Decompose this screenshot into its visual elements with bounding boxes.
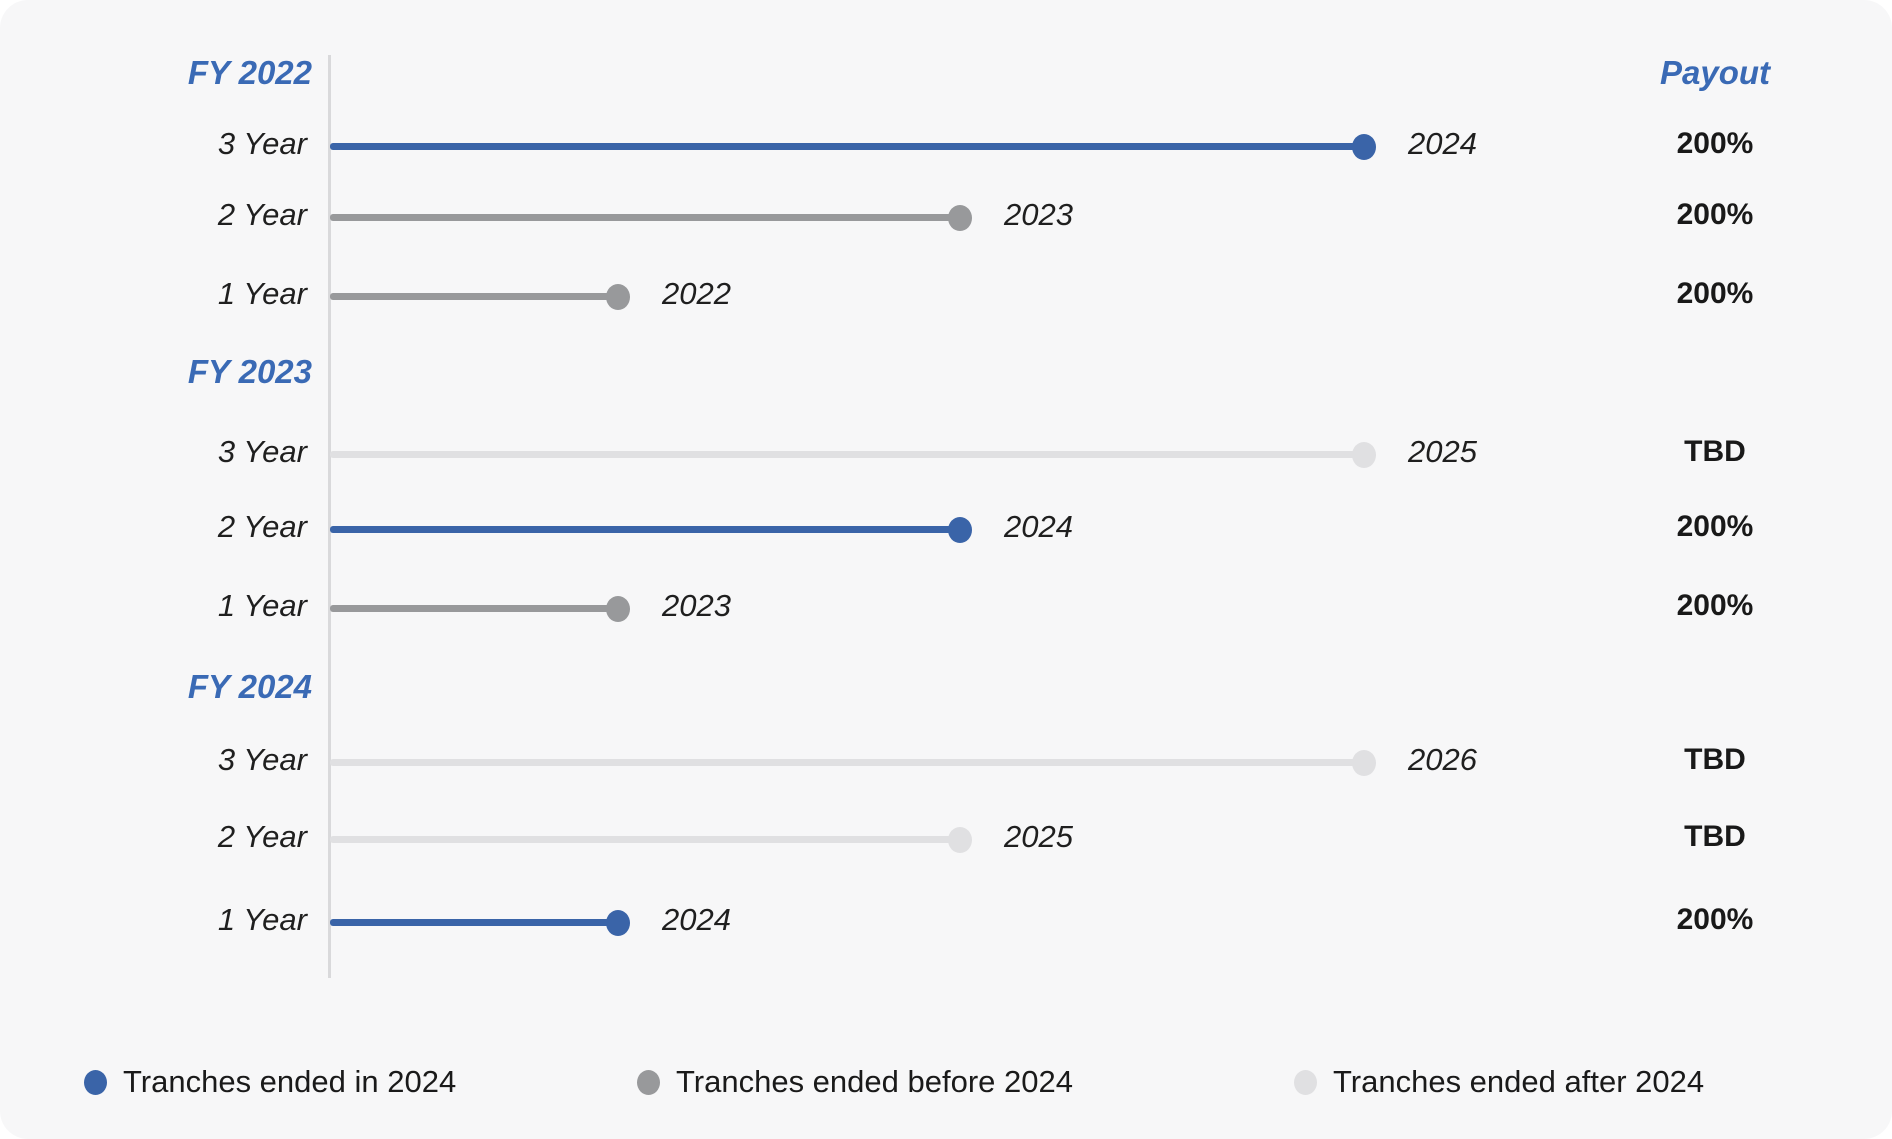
tranche-end-dot [606,596,630,622]
end-year-label: 2024 [1408,126,1477,161]
tranche-line [330,526,960,533]
tranche-line [330,293,618,300]
tranche-end-dot [948,827,972,853]
end-year-label: 2024 [662,902,731,937]
end-year-label: 2023 [662,588,731,623]
legend-label: Tranches ended in 2024 [123,1064,457,1099]
tranche-label: 3 Year [217,434,307,469]
end-year-label: 2024 [1004,509,1073,544]
payout-column-header: Payout [1659,54,1771,91]
tranche-label: 3 Year [217,742,307,777]
tranche-end-dot [948,205,972,231]
payout-value: 200% [1676,127,1754,160]
chart-legend: Tranches ended in 2024 Tranches ended bef… [0,1040,1892,1120]
end-year-label: 2026 [1408,742,1477,777]
tranche-label: 3 Year [217,126,307,161]
group-title-fy-2024: FY 2024 [187,668,312,705]
tranche-line [330,214,960,221]
tranche-label: 1 Year [217,588,307,623]
legend-label: Tranches ended after 2024 [1333,1064,1705,1099]
end-year-label: 2023 [1004,197,1073,232]
end-year-label: 2025 [1408,434,1477,469]
tranche-end-dot [606,910,630,936]
tranche-end-dot [1352,442,1376,468]
end-year-label: 2025 [1004,819,1073,854]
tranche-end-dot [948,517,972,543]
tranche-line [330,605,618,612]
payout-value: 200% [1676,277,1754,310]
payout-value: TBD [1684,820,1746,853]
end-year-label: 2022 [662,276,731,311]
group-title-fy-2022: FY 2022 [187,54,312,91]
tranche-label: 2 Year [217,197,307,232]
payout-value: 200% [1676,510,1754,543]
tranche-end-dot [1352,750,1376,776]
legend-item: Tranches ended after 2024 [1294,1064,1704,1100]
legend-dot-icon [1294,1069,1317,1095]
tranche-end-dot [606,284,630,310]
tranche-line [330,759,1364,766]
legend-item: Tranches ended before 2024 [637,1064,1073,1100]
payout-value: 200% [1676,903,1754,936]
tranche-label: 2 Year [217,819,307,854]
payout-value: TBD [1684,743,1746,776]
group-title-fy-2023: FY 2023 [187,353,312,390]
legend-label: Tranches ended before 2024 [676,1064,1073,1099]
payout-value: 200% [1676,198,1754,231]
payout-value: 200% [1676,589,1754,622]
legend-dot-icon [84,1069,107,1095]
tranche-label: 1 Year [217,902,307,937]
tranche-line [330,143,1364,150]
tranche-line [330,919,618,926]
tranche-chart: Payout FY 2022 3 Year 2024 200% 2 Year 2023 20… [187,54,1771,978]
payout-value: TBD [1684,435,1746,468]
tranche-end-dot [1352,134,1376,160]
tranche-label: 2 Year [217,509,307,544]
tranche-line [330,836,960,843]
tranche-line [330,451,1364,458]
legend-item: Tranches ended in 2024 [84,1064,456,1100]
legend-dot-icon [637,1069,660,1095]
vertical-axis-line [328,55,331,978]
tranche-label: 1 Year [217,276,307,311]
